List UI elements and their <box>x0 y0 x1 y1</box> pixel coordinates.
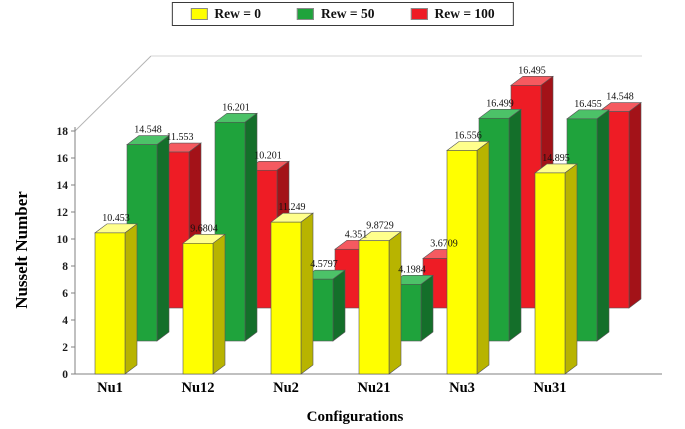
bar-Rew0-Nu3 <box>446 150 478 375</box>
y-tick-label: 14 <box>57 180 69 192</box>
y-tick-label: 0 <box>62 369 68 381</box>
x-tick-label-Nu3: Nu3 <box>449 380 475 396</box>
bar-value-label: 4.1984 <box>398 264 426 275</box>
x-tick-label-Nu31: Nu31 <box>533 380 566 396</box>
y-tick-label: 10 <box>57 234 69 246</box>
x-tick-label-Nu12: Nu12 <box>181 380 214 396</box>
bar-side-Nu21 <box>420 274 434 342</box>
y-tick-label: 18 <box>57 126 69 138</box>
legend-swatch-icon <box>297 8 315 20</box>
y-tick-label: 16 <box>57 153 69 165</box>
bar-value-label: 4.5797 <box>310 259 338 270</box>
bar-side-Nu31 <box>564 163 578 375</box>
bar-Rew0-Nu12 <box>182 243 214 375</box>
back-wall-edge <box>74 55 152 132</box>
y-tick-label: 6 <box>62 288 68 300</box>
bar-value-label: 16.556 <box>454 130 482 141</box>
bar-value-label: 3.6709 <box>430 238 458 249</box>
bar-side-Nu31 <box>596 109 610 342</box>
x-tick-label-Nu1: Nu1 <box>97 380 123 396</box>
x-tick-label-Nu2: Nu2 <box>273 380 299 396</box>
bar-value-label: 10.453 <box>102 213 130 224</box>
bar-value-label: 9.8729 <box>366 221 394 232</box>
bar-side-Nu12 <box>212 233 226 375</box>
legend-label: Rew = 100 <box>434 6 495 21</box>
bar-value-label: 16.495 <box>518 65 546 76</box>
bar-Rew0-Nu31 <box>534 172 566 375</box>
legend-swatch-icon <box>410 8 428 20</box>
bar-value-label: 11.249 <box>278 202 305 213</box>
bar-side-Nu21 <box>388 231 402 375</box>
bar-Rew0-Nu1 <box>94 232 126 375</box>
bar-side-Nu3 <box>508 108 522 342</box>
y-tick-label: 2 <box>62 342 68 354</box>
bar-side-Nu31 <box>628 102 642 309</box>
legend-item-0: Rew = 0 <box>190 6 261 22</box>
bar-value-label: 14.895 <box>542 153 570 164</box>
bar-value-label: 4.351 <box>345 229 368 240</box>
bar-value-label: 14.548 <box>606 92 634 103</box>
bar-value-label: 16.201 <box>222 102 250 113</box>
y-tick-label: 12 <box>57 207 69 219</box>
legend-label: Rew = 0 <box>214 6 262 21</box>
y-tick-label: 8 <box>62 261 68 273</box>
legend-item-1: Rew = 50 <box>297 6 374 22</box>
bar-value-label: 11.553 <box>166 132 193 143</box>
bar-side-Nu1 <box>156 135 170 342</box>
bar-value-label: 9.6804 <box>190 223 218 234</box>
bar-value-label: 16.499 <box>486 98 514 109</box>
legend-swatch-icon <box>190 8 208 20</box>
legend-label: Rew = 50 <box>321 6 375 21</box>
bar-Rew0-Nu21 <box>358 240 390 375</box>
bar-side-Nu1 <box>124 223 138 375</box>
chart-legend: Rew = 0 Rew = 50 Rew = 100 <box>171 2 514 26</box>
bar-value-label: 16.455 <box>574 99 602 110</box>
bar-side-Nu2 <box>332 269 346 342</box>
legend-item-2: Rew = 100 <box>410 6 495 22</box>
bar-side-Nu12 <box>244 112 258 342</box>
x-tick-label-Nu21: Nu21 <box>357 380 390 396</box>
bar-side-Nu3 <box>476 140 490 375</box>
bar-Rew0-Nu2 <box>270 221 302 375</box>
bar-side-Nu2 <box>300 212 314 375</box>
x-axis-title: Configurations <box>306 409 404 425</box>
bar-value-label: 14.548 <box>134 125 162 136</box>
bar-value-label: 10.201 <box>254 150 282 161</box>
y-tick-label: 4 <box>62 315 68 327</box>
